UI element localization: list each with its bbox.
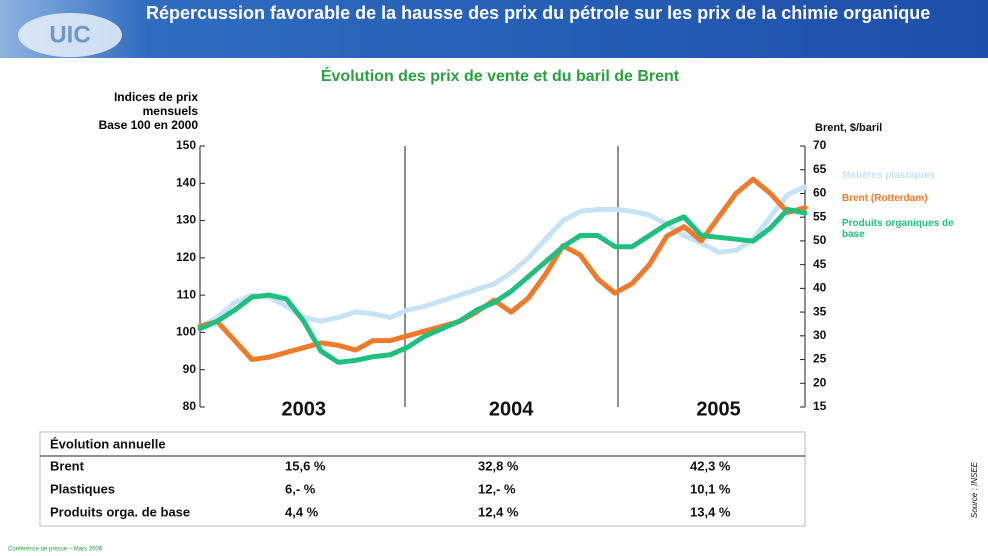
table-cell: 4,4 % — [285, 504, 319, 519]
y2-tick-label: 30 — [813, 328, 827, 342]
y-tick-label: 110 — [177, 287, 197, 301]
logo: UIC — [49, 21, 90, 48]
row-label: Brent — [50, 458, 85, 473]
table-box — [39, 431, 806, 527]
table-cell: 15,6 % — [285, 458, 326, 473]
footer: Conférence de presse – Mars 2006 — [8, 547, 103, 553]
y2-tick-label: 70 — [813, 138, 827, 152]
logo-bg — [18, 13, 122, 57]
x-tick-label: 2005 — [696, 398, 741, 420]
table-cell: 12,- % — [478, 481, 516, 496]
table-cell: 13,4 % — [690, 504, 731, 519]
y2-tick-label: 35 — [813, 304, 827, 318]
y2-tick-label: 60 — [813, 186, 827, 200]
row-label: Produits orga. de base — [50, 504, 190, 519]
y2-label: Brent, $/baril — [815, 122, 882, 134]
y2-tick-label: 55 — [813, 209, 827, 223]
table-cell: 32,8 % — [478, 458, 519, 473]
y-tick-label: 150 — [176, 138, 196, 152]
legend-entry: Matières plastiques — [842, 170, 935, 181]
y-tick-label: 130 — [176, 213, 196, 227]
source: Source : INSEE — [970, 461, 979, 518]
y2-tick-label: 15 — [813, 399, 827, 413]
x-tick-label: 2004 — [489, 398, 534, 420]
y2-tick-label: 65 — [813, 162, 827, 176]
legend-entry: Produits organiques de base — [842, 218, 954, 240]
slide-title: Répercussion favorable de la hausse des … — [146, 3, 986, 23]
y-tick-label: 120 — [176, 250, 196, 264]
legend-entry: Brent (Rotterdam) — [842, 193, 928, 204]
y-label: Indices de prix mensuels Base 100 en 200… — [98, 90, 198, 132]
table-cell: 10,1 % — [690, 481, 731, 496]
table-title: Évolution annuelle — [50, 436, 166, 451]
y2-tick-label: 20 — [813, 375, 827, 389]
row-label: Plastiques — [50, 481, 115, 496]
y-tick-label: 80 — [183, 399, 197, 413]
table-cell: 6,- % — [285, 481, 316, 496]
x-tick-label: 2003 — [281, 398, 326, 420]
table-cell: 12,4 % — [478, 504, 519, 519]
y2-tick-label: 40 — [813, 281, 827, 295]
chart-title: Évolution des prix de vente et du baril … — [321, 66, 680, 85]
y-tick-label: 100 — [176, 325, 196, 339]
y-tick-label: 140 — [176, 175, 196, 189]
table-cell: 42,3 % — [690, 458, 731, 473]
y-tick-label: 90 — [183, 362, 197, 376]
y2-tick-label: 45 — [813, 257, 827, 271]
y2-tick-label: 25 — [813, 352, 827, 366]
slide-title-text: Répercussion favorable de la hausse des … — [146, 3, 931, 23]
y2-tick-label: 50 — [813, 233, 827, 247]
series-line — [197, 176, 808, 362]
series-line — [197, 206, 808, 365]
header-band — [0, 0, 988, 58]
